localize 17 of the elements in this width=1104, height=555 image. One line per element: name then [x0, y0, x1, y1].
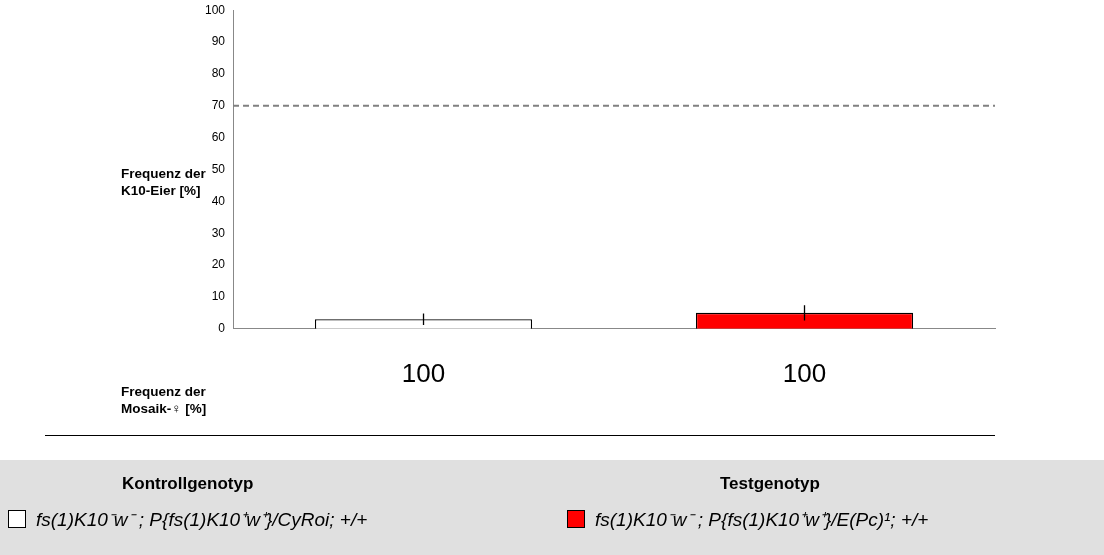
x-axis-title: Frequenz der Mosaik-♀ [%] [121, 383, 208, 417]
y-tick-label: 100 [204, 2, 226, 17]
legend-label: fs(1)K10⁻w⁻ ; P{fs(1)K10⁺w⁺}/CyRoi; +/+ [36, 508, 368, 532]
y-tick-label: 50 [211, 161, 226, 176]
y-tick-label: 40 [211, 193, 226, 208]
y-tick-label: 80 [211, 66, 226, 81]
y-tick-label: 10 [211, 289, 226, 304]
legend-label: fs(1)K10⁻w⁻ ; P{fs(1)K10⁺w⁺}/E(Pc)¹; +/+ [595, 508, 929, 532]
text: Kontrollgenotyp [122, 474, 254, 494]
text: Testgenotyp [720, 474, 820, 494]
y-tick-label: 60 [211, 129, 226, 144]
y-tick-label: 90 [211, 34, 226, 49]
y-axis-title: Frequenz der K10-Eier [%] [121, 166, 206, 198]
y-tick-label: 70 [211, 98, 226, 113]
y-tick-label: 30 [211, 225, 226, 240]
y-tick-label: 20 [211, 257, 226, 272]
y-tick-label: 0 [218, 321, 226, 336]
